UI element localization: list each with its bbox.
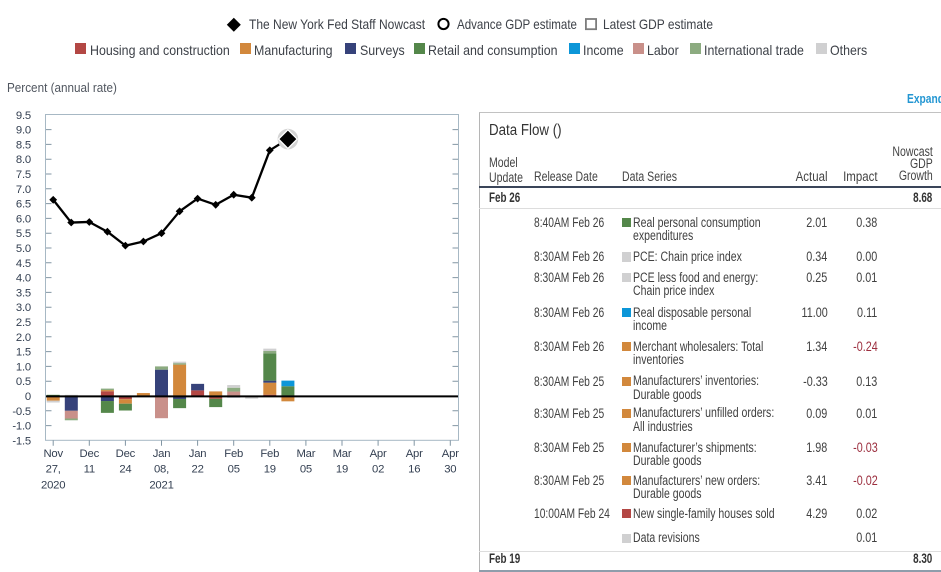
svg-text:16: 16 [408, 464, 420, 476]
svg-text:05: 05 [300, 464, 312, 476]
svg-text:Jan: Jan [189, 448, 207, 460]
svg-text:8.0: 8.0 [16, 154, 31, 166]
svg-text:27,: 27, [46, 464, 61, 476]
svg-text:3.5: 3.5 [16, 287, 31, 299]
svg-text:02: 02 [372, 464, 384, 476]
svg-text:05: 05 [228, 464, 240, 476]
svg-text:Apr: Apr [406, 448, 423, 460]
svg-text:Feb: Feb [260, 448, 279, 460]
svg-text:6.0: 6.0 [16, 213, 31, 225]
svg-text:11: 11 [84, 464, 95, 476]
svg-text:9.5: 9.5 [16, 110, 31, 122]
svg-text:2.0: 2.0 [16, 332, 31, 344]
svg-text:30: 30 [444, 464, 456, 476]
svg-text:2021: 2021 [149, 480, 173, 492]
svg-text:-0.5: -0.5 [12, 406, 31, 418]
svg-text:22: 22 [192, 464, 204, 476]
svg-text:1.5: 1.5 [16, 347, 31, 359]
svg-text:1.0: 1.0 [16, 361, 31, 373]
svg-text:0.5: 0.5 [16, 376, 31, 388]
svg-text:-1.5: -1.5 [12, 435, 31, 447]
svg-text:08,: 08, [154, 464, 169, 476]
svg-text:Apr: Apr [442, 448, 459, 460]
svg-text:2.5: 2.5 [16, 317, 31, 329]
svg-text:Dec: Dec [80, 448, 100, 460]
svg-text:Dec: Dec [116, 448, 136, 460]
svg-text:2020: 2020 [41, 480, 65, 492]
svg-text:Apr: Apr [370, 448, 387, 460]
svg-text:5.5: 5.5 [16, 228, 31, 240]
svg-text:Jan: Jan [153, 448, 171, 460]
svg-text:Feb: Feb [224, 448, 243, 460]
svg-text:19: 19 [264, 464, 276, 476]
svg-text:6.5: 6.5 [16, 199, 31, 211]
svg-text:Mar: Mar [296, 448, 315, 460]
svg-text:Mar: Mar [333, 448, 352, 460]
svg-text:4.5: 4.5 [16, 258, 31, 270]
svg-text:3.0: 3.0 [16, 302, 31, 314]
svg-text:Nov: Nov [43, 448, 63, 460]
svg-text:4.0: 4.0 [16, 273, 31, 285]
svg-text:8.5: 8.5 [16, 139, 31, 151]
svg-text:5.0: 5.0 [16, 243, 31, 255]
svg-text:9.0: 9.0 [16, 125, 31, 137]
svg-text:24: 24 [119, 464, 131, 476]
svg-text:19: 19 [336, 464, 348, 476]
svg-text:0: 0 [25, 391, 31, 403]
svg-text:-1.0: -1.0 [12, 421, 31, 433]
svg-text:7.5: 7.5 [16, 169, 31, 181]
svg-text:7.0: 7.0 [16, 184, 31, 196]
